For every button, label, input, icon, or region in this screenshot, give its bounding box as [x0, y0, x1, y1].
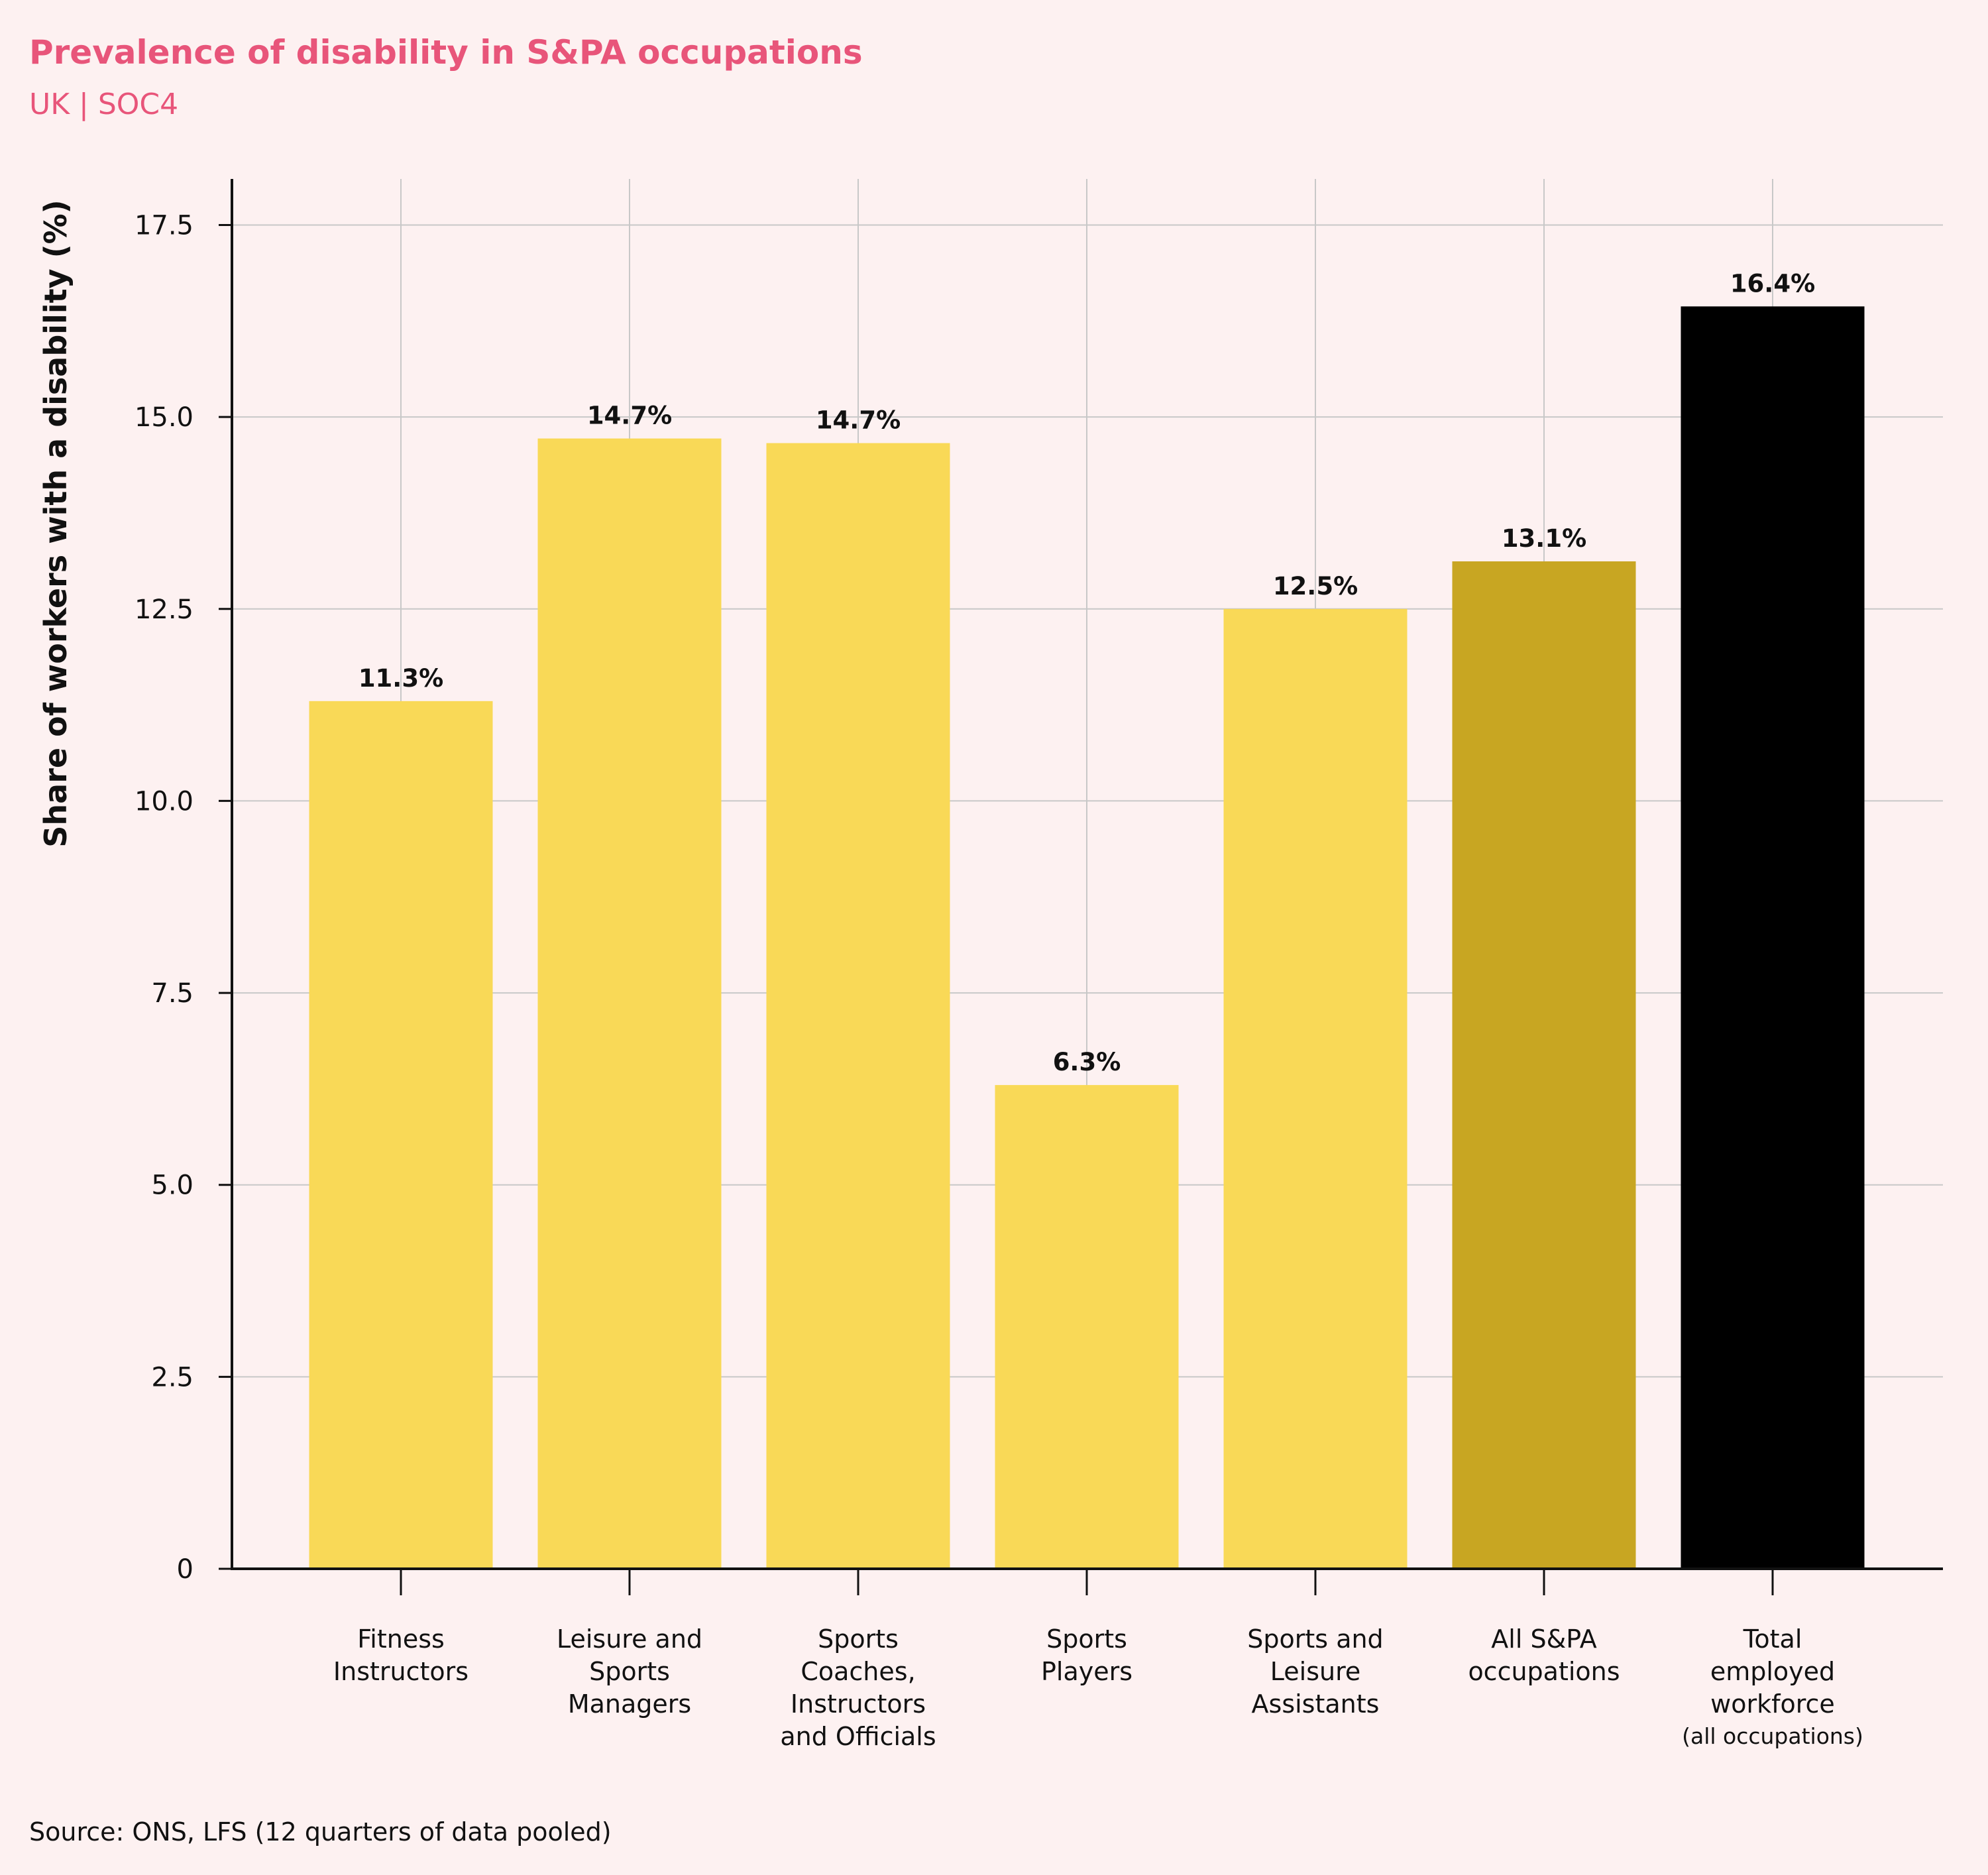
chart-title: Prevalence of disability in S&PA occupat…	[29, 33, 863, 72]
data-label: 14.7%	[587, 402, 672, 430]
x-tick-label: Fitness Instructors	[333, 1624, 469, 1686]
bar	[537, 438, 722, 1569]
y-tick-label: 12.5	[135, 595, 193, 625]
x-tick-label-line: Leisure	[1270, 1657, 1361, 1686]
y-axis-title: Share of workers with a disability (%)	[38, 199, 74, 847]
x-tick-label-line: employed	[1710, 1657, 1835, 1686]
x-tick-label-line: Instructors	[333, 1657, 469, 1686]
labels: 11.3% 14.7% 14.7% 6.3% 12.5% 13.1% 16.4% 0 2.5 5.…	[38, 199, 1863, 1751]
x-tick-label-line: workforce	[1710, 1689, 1835, 1719]
x-tick-label: All S&PA occupations	[1468, 1624, 1620, 1686]
source-note: Source: ONS, LFS (12 quarters of data po…	[29, 1817, 612, 1847]
x-tick-label-note: (all occupations)	[1682, 1723, 1863, 1749]
chart-subtitle: UK | SOC4	[29, 87, 179, 121]
y-tick-label: 2.5	[151, 1362, 193, 1392]
x-tick-label-line: Players	[1041, 1657, 1132, 1686]
data-label: 12.5%	[1273, 572, 1358, 600]
x-tick-label-line: Fitness	[357, 1624, 445, 1654]
y-tick-label: 5.0	[151, 1170, 193, 1201]
x-tick-label-line: Instructors	[791, 1689, 926, 1719]
data-label: 6.3%	[1053, 1048, 1121, 1076]
x-tick-label-line: Total	[1743, 1624, 1802, 1654]
data-label: 16.4%	[1730, 269, 1815, 298]
y-tick-label: 17.5	[135, 211, 193, 241]
x-tick-label-line: Coaches,	[801, 1657, 915, 1686]
x-tick-label-line: occupations	[1468, 1657, 1620, 1686]
data-label: 13.1%	[1502, 524, 1586, 553]
data-label: 11.3%	[359, 664, 443, 693]
x-tick-label-line: Sports	[818, 1624, 899, 1654]
y-tick-label: 15.0	[135, 402, 193, 433]
bar	[995, 1085, 1179, 1569]
x-tick-label: Leisure and Sports Managers	[557, 1624, 702, 1719]
y-tick-label: 10.0	[135, 786, 193, 817]
x-tick-label-line: and Officials	[780, 1722, 936, 1751]
y-tick-label: 0	[177, 1554, 193, 1585]
x-tick-label: Sports Coaches, Instructors and Officials	[780, 1624, 936, 1751]
bar	[766, 443, 950, 1569]
x-tick-label-line: Sports	[1046, 1624, 1127, 1654]
data-label: 14.7%	[816, 406, 901, 435]
x-tick-label-line: All S&PA	[1491, 1624, 1596, 1654]
x-tick-label: Sports Players	[1041, 1624, 1132, 1686]
x-tick-label-line: Managers	[568, 1689, 691, 1719]
x-tick-label-line: Sports	[589, 1657, 670, 1686]
x-tick-label: Sports and Leisure Assistants	[1247, 1624, 1383, 1719]
x-tick-label-line: Assistants	[1252, 1689, 1380, 1719]
x-tick-label: Total employed workforce (all occupations)	[1682, 1624, 1863, 1749]
axes	[219, 179, 1943, 1595]
x-tick-label-line: Sports and	[1247, 1624, 1383, 1654]
y-tick-label: 7.5	[151, 978, 193, 1009]
bar	[1452, 561, 1636, 1569]
x-tick-label-line: Leisure and	[557, 1624, 702, 1654]
bar	[309, 701, 493, 1569]
bar	[1223, 608, 1408, 1569]
bar	[1681, 306, 1865, 1569]
bars	[309, 306, 1865, 1569]
